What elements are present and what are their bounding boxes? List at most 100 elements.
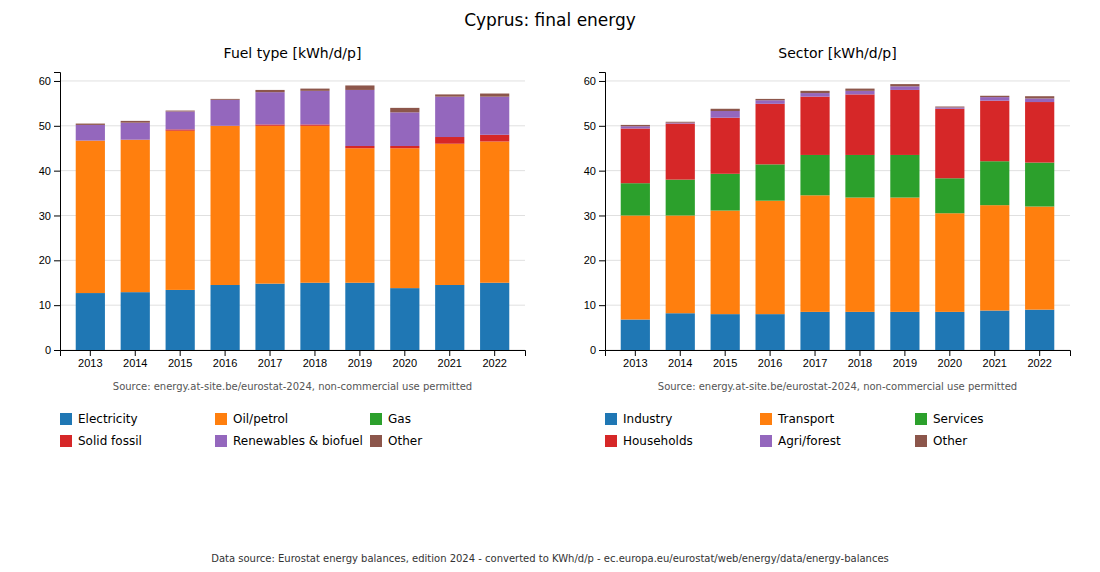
legend-label: Other (388, 434, 422, 448)
tick-label: 60 (584, 75, 596, 87)
bar-segment (1025, 102, 1054, 163)
legend-label: Electricity (78, 412, 138, 426)
series (621, 86, 1055, 128)
bar-segment (390, 146, 419, 148)
bar-segment (890, 155, 919, 198)
tick: 2013 (623, 350, 647, 369)
tick: 2014 (123, 350, 147, 369)
bar-segment (711, 314, 740, 350)
bar-segment (980, 97, 1009, 101)
bar-segment (255, 92, 284, 124)
bar-segment (255, 284, 284, 350)
bar-segment (300, 124, 329, 125)
legend-item: Other (370, 434, 422, 448)
tick-mark (680, 350, 681, 356)
bar-segment (711, 118, 740, 174)
legend-swatch (605, 413, 617, 425)
x-axis: 2013201420152016201720182019202020212022 (606, 350, 1071, 369)
bar-segment (76, 125, 105, 141)
bar-segment (980, 205, 1009, 310)
tick-label: 0 (590, 344, 596, 356)
bar-segment (666, 124, 695, 180)
bar-segment (166, 110, 195, 112)
panel-title: Sector [kWh/d/p] (778, 45, 896, 61)
tick-mark (599, 350, 605, 351)
legend-label: Other (933, 434, 967, 448)
tick: 0 (45, 344, 60, 356)
tick-label: 2022 (1027, 357, 1051, 369)
bar-segment (480, 283, 509, 350)
tick-mark (135, 350, 136, 356)
bar-segment (711, 211, 740, 315)
tick-label: 30 (584, 210, 596, 222)
tick: 20 (584, 254, 605, 266)
bar-segment (300, 125, 329, 126)
tick-mark (599, 126, 605, 127)
tick: 2019 (893, 350, 917, 369)
bar-segment (666, 215, 695, 313)
legend-swatch (215, 413, 227, 425)
bar-segment (76, 293, 105, 350)
tick: 30 (584, 210, 605, 222)
tick-label: 2017 (803, 357, 827, 369)
bar-segment (211, 98, 240, 100)
tick: 50 (39, 120, 60, 132)
bar-segment (621, 128, 650, 183)
bar-segment (980, 101, 1009, 162)
tick-mark (494, 350, 495, 356)
series (621, 84, 1055, 126)
tick-label: 2020 (938, 357, 962, 369)
tick-mark (270, 350, 271, 356)
bar-segment (1025, 96, 1054, 98)
bar-segment (890, 312, 919, 350)
tick-mark (599, 260, 605, 261)
legend-label: Industry (623, 412, 672, 426)
tick-label: 2020 (393, 357, 417, 369)
tick-label: 2015 (713, 357, 737, 369)
tick-label: 20 (39, 254, 51, 266)
legend-label: Gas (388, 412, 411, 426)
legend-swatch (60, 413, 72, 425)
bar-segment (845, 91, 874, 95)
tick-label: 50 (584, 120, 596, 132)
tick-label: 2019 (348, 357, 372, 369)
grid (60, 81, 525, 350)
legend-swatch (60, 435, 72, 447)
legend-item: Oil/petrol (215, 412, 288, 426)
bar-segment (166, 130, 195, 131)
tick: 2020 (938, 350, 962, 369)
bar-segment (935, 312, 964, 350)
bar-segment (480, 97, 509, 135)
tick: 2021 (983, 350, 1007, 369)
tick-mark (404, 350, 405, 356)
bar-segment (1025, 98, 1054, 102)
bar-segment (300, 283, 329, 350)
tick: 2018 (848, 350, 872, 369)
bar-segment (756, 99, 785, 100)
panel-title: Fuel type [kWh/d/p] (224, 45, 362, 61)
tick-label: 2016 (213, 357, 237, 369)
tick: 2017 (803, 350, 827, 369)
bar-segment (935, 106, 964, 108)
series (76, 283, 510, 350)
grid-line (60, 80, 525, 81)
bar-segment (935, 109, 964, 178)
bar-segment (480, 94, 509, 97)
bar-segment (845, 94, 874, 155)
tick-mark (359, 350, 360, 356)
tick-label: 2014 (123, 357, 147, 369)
bar-segment (300, 91, 329, 125)
tick-label: 10 (39, 299, 51, 311)
tick: 2015 (168, 350, 192, 369)
y-axis: 0102030405060 (39, 73, 61, 357)
tick-mark (635, 350, 636, 356)
legend-swatch (915, 413, 927, 425)
bar-segment (76, 141, 105, 293)
tick: 20 (39, 254, 60, 266)
bar-segment (300, 89, 329, 91)
tick: 60 (39, 75, 60, 87)
bar-segment (800, 195, 829, 312)
bar-segment (480, 142, 509, 283)
tick-label: 2018 (848, 357, 872, 369)
bar-segment (756, 164, 785, 200)
